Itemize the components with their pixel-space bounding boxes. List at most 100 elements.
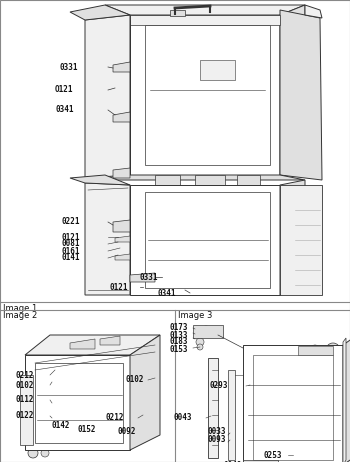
Polygon shape [253, 355, 333, 460]
Polygon shape [343, 338, 346, 462]
Polygon shape [208, 358, 218, 458]
Circle shape [197, 344, 203, 350]
Polygon shape [243, 345, 343, 462]
Circle shape [106, 114, 114, 122]
Polygon shape [195, 175, 225, 185]
Circle shape [173, 9, 181, 17]
Polygon shape [280, 5, 305, 175]
Polygon shape [170, 10, 185, 16]
Polygon shape [85, 15, 130, 178]
Polygon shape [105, 175, 305, 180]
Text: 0341: 0341 [158, 288, 176, 298]
Text: 0212: 0212 [16, 371, 35, 379]
Text: O121: O121 [55, 85, 74, 95]
Polygon shape [145, 192, 270, 288]
Text: 0102: 0102 [16, 381, 35, 389]
Text: 0221: 0221 [62, 218, 80, 226]
Polygon shape [35, 363, 123, 443]
Circle shape [310, 345, 320, 355]
Circle shape [41, 449, 49, 457]
Text: 0341: 0341 [55, 105, 74, 115]
Text: 0122: 0122 [16, 412, 35, 420]
Polygon shape [70, 5, 130, 20]
Polygon shape [200, 60, 235, 80]
Polygon shape [20, 375, 33, 445]
Polygon shape [280, 10, 322, 180]
Circle shape [206, 176, 214, 184]
Text: 0133: 0133 [170, 330, 189, 340]
Polygon shape [193, 325, 223, 338]
Text: Image 3: Image 3 [178, 311, 212, 320]
Circle shape [117, 238, 127, 248]
Text: 0153: 0153 [170, 346, 189, 354]
Polygon shape [70, 339, 95, 349]
Circle shape [196, 338, 204, 346]
Text: 0093: 0093 [208, 436, 226, 444]
Text: Image 1: Image 1 [3, 304, 37, 313]
Circle shape [24, 417, 30, 423]
Circle shape [163, 176, 171, 184]
Circle shape [117, 223, 123, 229]
Text: 0092: 0092 [118, 427, 136, 437]
Polygon shape [115, 254, 130, 260]
Circle shape [105, 222, 115, 232]
Polygon shape [130, 273, 155, 282]
Polygon shape [100, 336, 120, 345]
Circle shape [107, 337, 113, 343]
Polygon shape [113, 62, 130, 72]
Text: 0112: 0112 [16, 395, 35, 405]
Text: 0152: 0152 [78, 425, 97, 433]
Polygon shape [113, 112, 130, 122]
Polygon shape [25, 355, 130, 450]
Polygon shape [25, 335, 160, 355]
Polygon shape [155, 175, 180, 185]
Text: 0081: 0081 [62, 239, 80, 249]
Circle shape [117, 114, 123, 120]
Polygon shape [130, 15, 280, 25]
Text: 0049: 0049 [223, 461, 242, 462]
Polygon shape [228, 370, 235, 460]
Text: 0331: 0331 [140, 273, 159, 281]
Circle shape [28, 401, 36, 409]
Circle shape [105, 169, 115, 179]
Polygon shape [243, 460, 278, 462]
Polygon shape [280, 180, 305, 295]
Polygon shape [130, 15, 280, 175]
Polygon shape [298, 346, 333, 355]
Circle shape [81, 340, 89, 348]
Circle shape [326, 343, 340, 357]
Circle shape [25, 417, 33, 425]
Text: 0033: 0033 [208, 427, 226, 437]
Text: 0293: 0293 [210, 382, 229, 390]
Text: Image 2: Image 2 [3, 311, 37, 320]
Circle shape [122, 273, 132, 283]
Text: 0121: 0121 [110, 282, 128, 292]
Polygon shape [70, 175, 130, 185]
Polygon shape [130, 185, 280, 295]
Text: 0142: 0142 [52, 421, 70, 431]
Polygon shape [115, 236, 130, 242]
Polygon shape [105, 5, 305, 15]
Text: 0183: 0183 [170, 336, 189, 346]
Polygon shape [113, 168, 130, 178]
Text: 0212: 0212 [105, 413, 124, 423]
Polygon shape [145, 25, 270, 165]
Polygon shape [85, 183, 130, 295]
Text: 0173: 0173 [170, 323, 189, 333]
Circle shape [28, 448, 38, 458]
Text: 0141: 0141 [62, 254, 80, 262]
Circle shape [117, 64, 123, 70]
Text: 0102: 0102 [125, 376, 144, 384]
Circle shape [117, 170, 123, 176]
Text: 0161: 0161 [62, 247, 80, 255]
Polygon shape [237, 175, 260, 185]
Circle shape [24, 397, 30, 403]
Text: 0043: 0043 [173, 413, 191, 423]
Circle shape [141, 283, 149, 291]
Circle shape [201, 326, 211, 336]
Polygon shape [343, 338, 350, 462]
Text: 0253: 0253 [263, 450, 281, 460]
Text: 0331: 0331 [60, 62, 78, 72]
Circle shape [106, 64, 114, 72]
Text: 0121: 0121 [62, 232, 80, 242]
